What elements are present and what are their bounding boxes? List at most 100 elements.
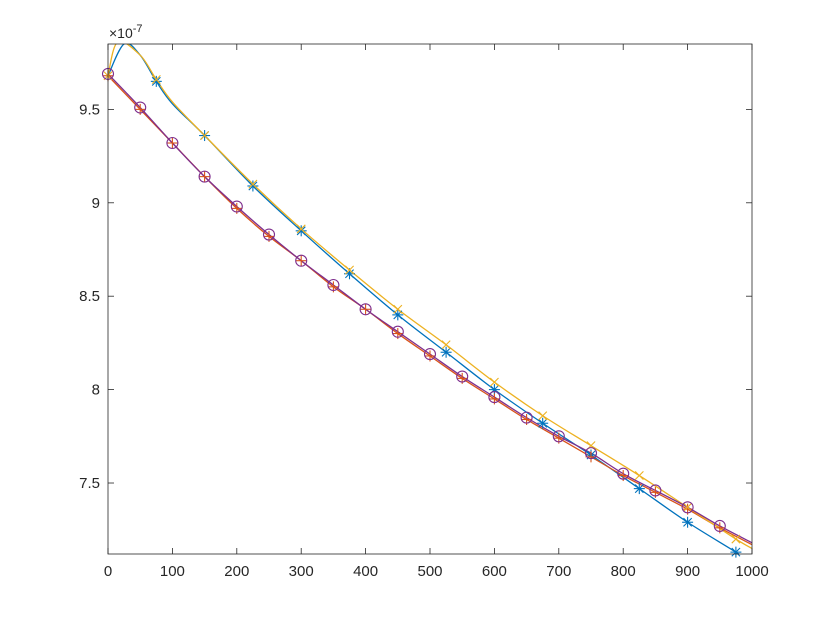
marker-circle <box>391 325 404 338</box>
series-4-marker <box>456 370 469 383</box>
marker-circle <box>134 101 147 114</box>
plot-area <box>108 44 752 554</box>
series-1-marker <box>682 516 694 528</box>
series-1-marker <box>537 417 549 429</box>
series-1-marker <box>392 309 404 321</box>
series-4-marker <box>198 170 211 183</box>
series-4-marker <box>391 325 404 338</box>
marker-circle <box>359 303 372 316</box>
series-4-marker <box>262 228 276 241</box>
marker-circle <box>488 391 501 404</box>
marker-stroke <box>296 224 306 234</box>
series-4-marker <box>520 411 533 424</box>
marker-stroke <box>634 471 644 481</box>
marker-stroke <box>248 179 258 189</box>
marker-circle <box>681 501 694 514</box>
series-2-marker <box>295 255 307 267</box>
marker-circle <box>584 447 598 460</box>
series-2-marker <box>199 171 211 183</box>
marker-layer <box>101 67 742 558</box>
marker-stroke <box>731 547 741 557</box>
marker-stroke <box>441 347 451 357</box>
series-4-marker <box>134 101 147 114</box>
marker-stroke <box>393 304 403 314</box>
x-tick-label: 800 <box>611 563 636 580</box>
marker-stroke <box>489 377 499 387</box>
marker-stroke <box>441 340 451 350</box>
marker-stroke <box>296 226 306 236</box>
y-tick-label: 8 <box>92 382 100 399</box>
marker-circle <box>617 467 630 480</box>
series-3-marker <box>200 131 210 141</box>
series-3-marker <box>393 304 403 314</box>
marker-circle <box>456 370 469 383</box>
series-3-marker <box>489 377 499 387</box>
marker-stroke <box>248 181 258 191</box>
x-tick-label: 600 <box>482 563 507 580</box>
x-tick-label: 1000 <box>735 563 768 580</box>
series-3-marker <box>683 502 693 512</box>
marker-stroke <box>683 517 693 527</box>
y-exponent-base: ×10 <box>109 25 133 41</box>
marker-stroke <box>344 265 355 275</box>
marker-circle <box>327 278 340 292</box>
x-tick-label: 700 <box>546 563 571 580</box>
series-2-marker <box>166 137 178 149</box>
series-4-marker <box>649 484 662 497</box>
series-4-marker <box>617 467 630 480</box>
x-tick-label: 100 <box>160 563 185 580</box>
marker-circle <box>295 254 308 267</box>
marker-stroke <box>538 411 548 421</box>
marker-circle <box>713 519 726 533</box>
marker-circle <box>166 136 179 150</box>
series-1-marker <box>730 546 742 558</box>
tick-layer: 0 100 200 300 400 500 600 700 800 900 1000 7.5 8 8.5 9… <box>79 44 769 580</box>
x-tick-label: 300 <box>289 563 314 580</box>
series-3-marker <box>634 471 644 481</box>
series-1-marker <box>295 225 307 237</box>
series-3-marker <box>538 411 548 421</box>
marker-stroke <box>151 76 161 86</box>
series-4-marker <box>681 501 694 514</box>
series-4-marker <box>488 391 501 404</box>
y-tick-label: 8.5 <box>79 288 100 305</box>
marker-stroke <box>731 534 741 544</box>
y-tick-label: 9 <box>92 195 100 212</box>
y-tick-label: 9.5 <box>79 101 100 118</box>
x-tick-label: 400 <box>353 563 378 580</box>
series-4-marker <box>552 430 565 443</box>
marker-stroke <box>538 418 548 428</box>
series-4-marker <box>359 303 372 316</box>
x-tick-label: 500 <box>417 563 442 580</box>
marker-circle <box>230 200 243 213</box>
series-1-marker <box>633 483 645 495</box>
series-1-marker <box>247 180 259 192</box>
series-4-marker <box>423 348 437 361</box>
marker-stroke <box>683 502 693 512</box>
marker-circle <box>520 411 533 424</box>
series-1-marker <box>150 75 162 87</box>
series-4-marker <box>230 200 243 213</box>
series-4-marker <box>713 519 726 533</box>
marker-circle <box>198 170 211 183</box>
marker-stroke <box>344 269 355 279</box>
series-3-marker <box>296 224 306 234</box>
series-4-marker <box>584 447 598 460</box>
series-3-marker <box>441 340 451 350</box>
marker-stroke <box>200 131 210 141</box>
marker-circle <box>649 484 662 497</box>
series-4-marker <box>295 254 308 267</box>
series-3-marker <box>344 265 355 275</box>
series-3-marker <box>151 74 161 85</box>
x-tick-label: 200 <box>224 563 249 580</box>
y-exponent-label: ×10-7 <box>109 23 143 41</box>
marker-circle <box>423 348 437 361</box>
marker-stroke <box>634 484 644 494</box>
marker-circle <box>262 228 276 241</box>
series-2-marker <box>360 303 372 315</box>
y-tick-label: 7.5 <box>79 475 100 492</box>
series-4-marker <box>327 278 340 292</box>
series-3-marker <box>248 179 258 189</box>
x-tick-label: 0 <box>104 563 112 580</box>
